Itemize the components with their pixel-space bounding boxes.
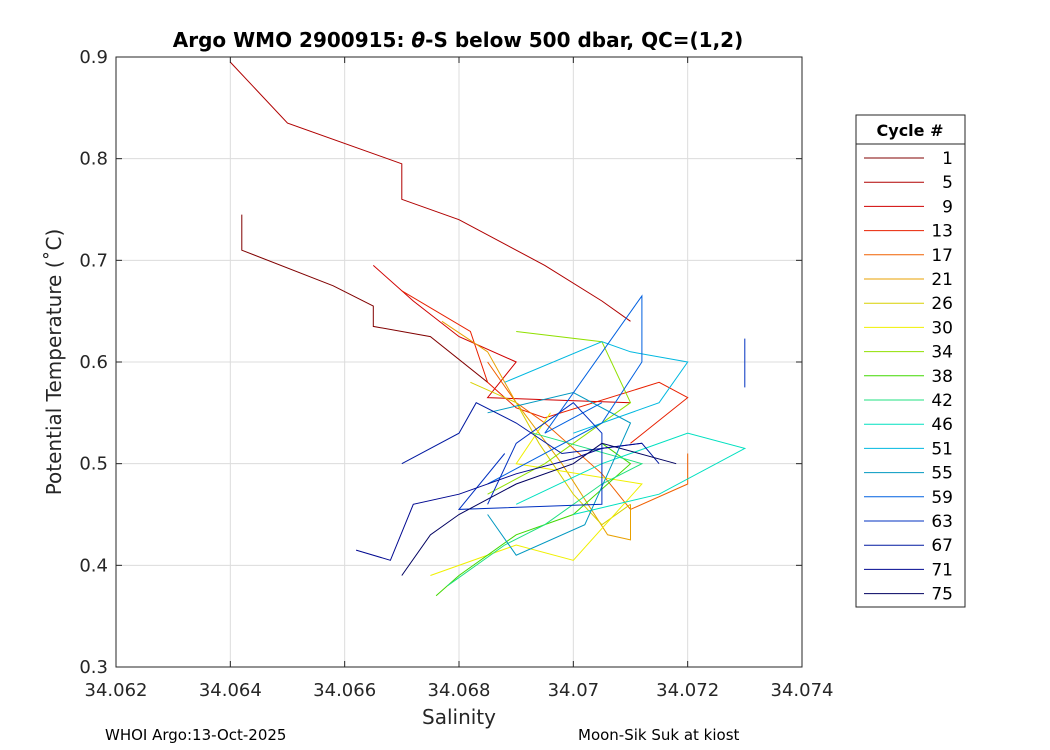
legend-label: 17: [931, 246, 953, 266]
legend-label: 63: [931, 512, 953, 532]
legend-label: 13: [931, 222, 953, 242]
series-line-cycle-1: [241, 214, 488, 383]
series-line-cycle-42: [447, 432, 644, 587]
y-tick-label: 0.5: [79, 454, 108, 475]
chart-title: Argo WMO 2900915: θ-S below 500 dbar, QC…: [173, 28, 743, 52]
legend-label: 9: [942, 197, 953, 217]
axis-ticks: 34.062 34.064 34.066 34.068 34.07 34.072 34.07…: [79, 47, 833, 701]
legend-label: 71: [931, 560, 953, 580]
legend-label: 42: [931, 391, 953, 411]
y-tick-label: 0.3: [79, 657, 108, 678]
x-tick-label: 34.068: [428, 680, 491, 701]
y-tick-label: 0.9: [79, 47, 108, 68]
series-line-cycle-63: [457, 402, 603, 510]
x-tick-label: 34.064: [199, 680, 262, 701]
y-tick-label: 0.8: [79, 149, 108, 170]
x-tick-label: 34.072: [656, 680, 719, 701]
series-line-cycle-34: [487, 331, 632, 495]
legend-box: [855, 114, 966, 608]
legend-label: 46: [931, 415, 953, 435]
series-line-cycle-21: [441, 320, 631, 541]
series-line-cycle-26: [470, 381, 631, 526]
legend-label: 51: [931, 439, 953, 459]
y-tick-label: 0.4: [79, 555, 108, 576]
x-tick-label: 34.062: [85, 680, 148, 701]
legend-title: Cycle #: [877, 121, 944, 140]
y-tick-label: 0.6: [79, 352, 108, 373]
series-line-cycle-55: [487, 391, 632, 556]
x-tick-label: 34.066: [313, 680, 376, 701]
data-series: [229, 61, 747, 597]
series-line-cycle-46: [515, 432, 747, 515]
y-tick-label: 0.7: [79, 250, 108, 271]
legend-label: 38: [931, 367, 953, 387]
x-tick-label: 34.074: [771, 680, 834, 701]
legend-label: 34: [931, 343, 953, 363]
legend-label: 21: [931, 270, 953, 290]
series-line-cycle-75: [401, 442, 677, 576]
legend-label: 67: [931, 536, 953, 556]
legend-label: 55: [931, 464, 953, 484]
legend: Cycle # 15913172126303438424651555963677…: [855, 114, 966, 608]
title-theta-symbol: θ: [411, 28, 425, 52]
series-line-cycle-5: [229, 61, 631, 322]
series-line-cycle-51: [504, 341, 689, 434]
x-tick-label: 34.07: [548, 680, 600, 701]
legend-label: 59: [931, 488, 953, 508]
series-line-cycle-9: [372, 265, 631, 404]
title-suffix: -S below 500 dbar, QC=(1,2): [425, 28, 743, 52]
x-axis-label: Salinity: [422, 705, 496, 729]
legend-label: 75: [931, 585, 953, 605]
series-line-cycle-30: [430, 412, 643, 576]
footer-author: Moon-Sik Suk at kiost: [578, 726, 740, 744]
legend-label: 5: [942, 173, 953, 193]
y-axis-label: Potential Temperature (˚C): [42, 229, 66, 496]
series-line-cycle-59: [487, 294, 643, 485]
title-prefix: Argo WMO 2900915:: [173, 28, 412, 52]
legend-label: 26: [931, 294, 953, 314]
legend-label: 30: [931, 318, 953, 338]
series-line-cycle-71: [355, 442, 642, 561]
legend-label: 1: [942, 149, 953, 169]
footer-source-date: WHOI Argo:13-Oct-2025: [105, 726, 287, 744]
